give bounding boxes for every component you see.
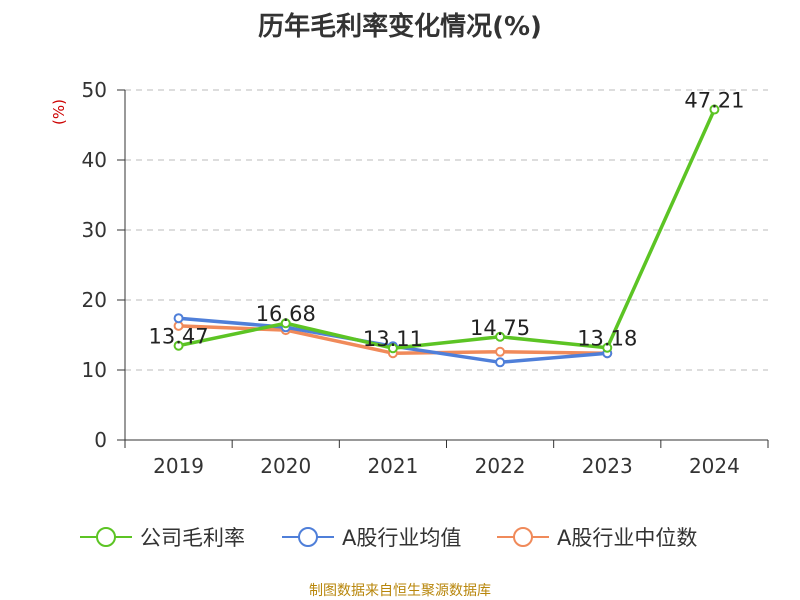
data-label: 13.11 [363, 327, 423, 351]
data-point[interactable] [495, 346, 506, 357]
legend-label-industry-mean: A股行业均值 [342, 526, 462, 550]
x-tick-label: 2020 [260, 454, 311, 478]
data-point[interactable] [387, 343, 398, 354]
data-label: 13.18 [577, 327, 637, 351]
y-tick-label: 20 [82, 288, 107, 312]
y-tick-label: 30 [82, 218, 107, 242]
data-label: 14.75 [470, 316, 530, 340]
chart-title: 历年毛利率变化情况(%) [258, 12, 542, 42]
x-tick-label: 2022 [475, 454, 526, 478]
data-point[interactable] [495, 331, 506, 342]
data-point[interactable] [709, 104, 720, 115]
data-point[interactable] [173, 313, 184, 324]
legend-label-company: 公司毛利率 [140, 526, 245, 550]
legend-swatch-company [80, 527, 132, 547]
series-line [178, 108, 717, 350]
data-label: 13.47 [149, 325, 209, 349]
legend-item-industry-mean[interactable]: A股行业均值 [282, 522, 461, 552]
legend: 公司毛利率 A股行业均值 A股行业中位数 [0, 522, 800, 552]
y-tick-label: 10 [82, 358, 107, 382]
y-tick-label: 40 [82, 148, 107, 172]
data-label: 16.68 [256, 302, 316, 326]
x-tick-label: 2019 [153, 454, 204, 478]
y-tick-label: 0 [94, 428, 107, 452]
source-note: 制图数据来自恒生聚源数据库 [309, 583, 491, 599]
data-point[interactable] [280, 318, 291, 329]
legend-swatch-industry-median [497, 527, 549, 547]
x-tick-label: 2021 [367, 454, 418, 478]
legend-item-company[interactable]: 公司毛利率 [80, 522, 245, 552]
data-point[interactable] [602, 342, 613, 353]
legend-swatch-industry-mean [282, 527, 334, 547]
legend-label-industry-median: A股行业中位数 [557, 526, 698, 550]
data-label: 47.21 [684, 89, 744, 113]
data-point[interactable] [173, 340, 184, 351]
y-tick-label: 50 [82, 78, 107, 102]
x-tick-label: 2024 [689, 454, 740, 478]
x-tick-label: 2023 [582, 454, 633, 478]
data-point[interactable] [495, 357, 506, 368]
legend-item-industry-median[interactable]: A股行业中位数 [497, 522, 697, 552]
